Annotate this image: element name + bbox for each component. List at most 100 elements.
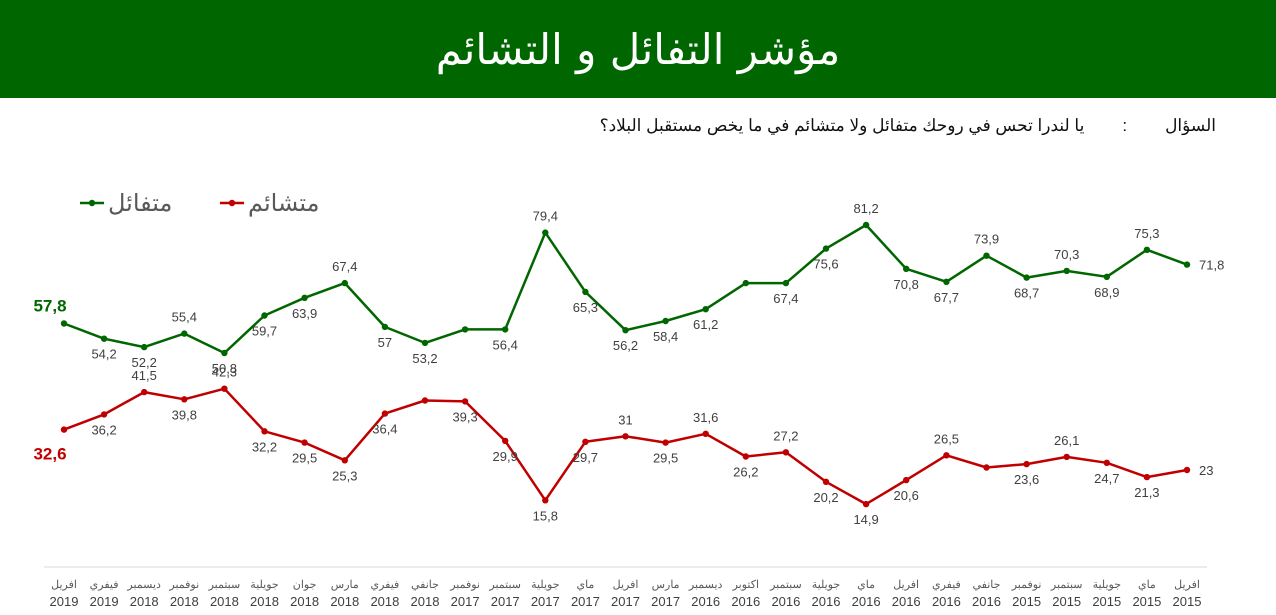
x-tick-month: ديسمبر [126, 579, 161, 591]
pessimist-point [662, 439, 669, 446]
x-tick-year: 2016 [972, 594, 1001, 609]
pessimist-point [903, 476, 910, 484]
pessimist-point [702, 430, 709, 437]
pessimist-data-label: 27,2 [773, 428, 798, 443]
x-tick-year: 2015 [1173, 594, 1202, 609]
optimist-point [742, 279, 749, 287]
question-line: السؤال : يا لندرا تحس في روحك متفائل ولا… [600, 116, 1216, 136]
optimist-data-label: 59,7 [252, 324, 277, 339]
x-tick-month: فيفري [932, 579, 961, 591]
optimist-legend-label: متفائل [108, 189, 172, 217]
pessimist-point [461, 398, 469, 405]
pessimist-data-label: 31,6 [693, 410, 718, 425]
pessimist-point [341, 457, 348, 464]
pessimist-point [822, 478, 830, 485]
x-tick-year: 2015 [1052, 594, 1081, 609]
optimist-data-label: 65,3 [573, 300, 598, 315]
x-tick-year: 2019 [90, 594, 119, 609]
x-tick-year: 2018 [290, 594, 319, 609]
optimist-data-label: 57 [378, 335, 392, 350]
x-tick-month: سبتمبر [769, 579, 802, 591]
optimist-data-label: 70,3 [1054, 247, 1079, 262]
x-tick-year: 2016 [852, 594, 881, 609]
x-tick-year: 2018 [370, 594, 399, 609]
x-tick-month: افريل [893, 579, 919, 591]
x-tick-year: 2018 [130, 594, 159, 609]
pessimist-point [100, 411, 108, 418]
pessimist-data-label: 32,2 [252, 439, 277, 454]
pessimist-point [983, 464, 990, 471]
x-tick-year: 2016 [812, 594, 841, 609]
pessimist-data-label: 39,8 [172, 407, 197, 422]
optimist-data-label: 58,4 [653, 329, 678, 344]
optimist-point [100, 335, 108, 342]
pessimist-point [60, 426, 68, 433]
optimist-point [542, 229, 549, 236]
pessimist-data-label: 26,1 [1054, 433, 1079, 448]
x-tick-month: جويلية [1093, 579, 1121, 591]
optimist-data-label: 68,7 [1014, 286, 1039, 301]
x-tick-month: جانفي [973, 579, 1001, 591]
pessimist-data-label: 29,9 [493, 449, 518, 464]
x-tick-year: 2018 [330, 594, 359, 609]
optimist-data-label: 50,8 [212, 361, 237, 376]
x-tick-year: 2016 [771, 594, 800, 609]
x-tick-month: جانفي [411, 579, 439, 591]
pessimist-point [261, 428, 268, 435]
x-tick-year: 2017 [451, 594, 480, 609]
optimist-data-label: 61,2 [693, 317, 718, 332]
pessimist-data-label: 20,2 [813, 490, 838, 505]
x-tick-month: افريل [613, 579, 639, 591]
x-tick-year: 2017 [531, 594, 560, 609]
question-label: السؤال [1165, 116, 1216, 135]
pessimist-data-label: 25,3 [332, 468, 357, 483]
pessimist-point [622, 433, 629, 440]
pessimist-point [141, 388, 148, 396]
optimist-point [622, 327, 629, 334]
optimist-point [1103, 273, 1111, 280]
pessimist-data-label: 14,9 [853, 512, 878, 527]
optimist-point [1023, 274, 1030, 281]
x-tick-month: افريل [1174, 579, 1200, 591]
pessimist-data-label: 21,3 [1134, 485, 1159, 500]
pessimist-data-label: 32,6 [33, 445, 66, 464]
optimist-point [822, 245, 830, 252]
x-tick-month: نوفمبر [449, 579, 480, 591]
x-tick-month: جويلية [250, 579, 278, 591]
optimist-data-label: 81,2 [853, 201, 878, 216]
pessimist-point [943, 452, 950, 459]
pessimist-data-label: 29,5 [653, 451, 678, 466]
pessimist-legend-label: متشائم [248, 189, 319, 217]
pessimist-legend-marker [228, 199, 236, 207]
pessimist-data-label: 23,6 [1014, 472, 1039, 487]
pessimist-point [1143, 473, 1151, 481]
optimist-data-label: 71,8 [1199, 258, 1224, 273]
optimist-point [60, 320, 68, 327]
optimist-data-label: 57,8 [33, 297, 66, 316]
pessimist-data-label: 36,4 [372, 422, 397, 437]
x-tick-month: سبتمبر [1050, 579, 1083, 591]
optimist-data-label: 53,2 [412, 351, 437, 366]
x-tick-year: 2018 [170, 594, 199, 609]
optimist-data-label: 67,7 [934, 290, 959, 305]
optimist-data-label: 56,2 [613, 338, 638, 353]
optimist-point [301, 294, 308, 301]
optimist-point [1143, 246, 1151, 253]
optimist-point [181, 330, 188, 337]
optimist-data-label: 67,4 [332, 259, 357, 274]
x-tick-year: 2017 [651, 594, 680, 609]
pessimist-data-label: 42,3 [212, 365, 237, 380]
optimist-point [461, 326, 469, 333]
pessimist-data-label: 26,5 [934, 431, 959, 446]
optimist-point [221, 349, 228, 357]
x-tick-year: 2018 [411, 594, 440, 609]
x-tick-month: سبتمبر [488, 579, 521, 591]
x-tick-year: 2018 [250, 594, 279, 609]
x-tick-month: جوان [293, 579, 317, 591]
pessimist-data-label: 26,2 [733, 465, 758, 480]
pessimist-point [782, 449, 790, 456]
optimist-data-label: 75,3 [1134, 226, 1159, 241]
optimist-point [1063, 267, 1070, 275]
optimist-point [582, 288, 589, 296]
optimist-point [381, 323, 389, 331]
